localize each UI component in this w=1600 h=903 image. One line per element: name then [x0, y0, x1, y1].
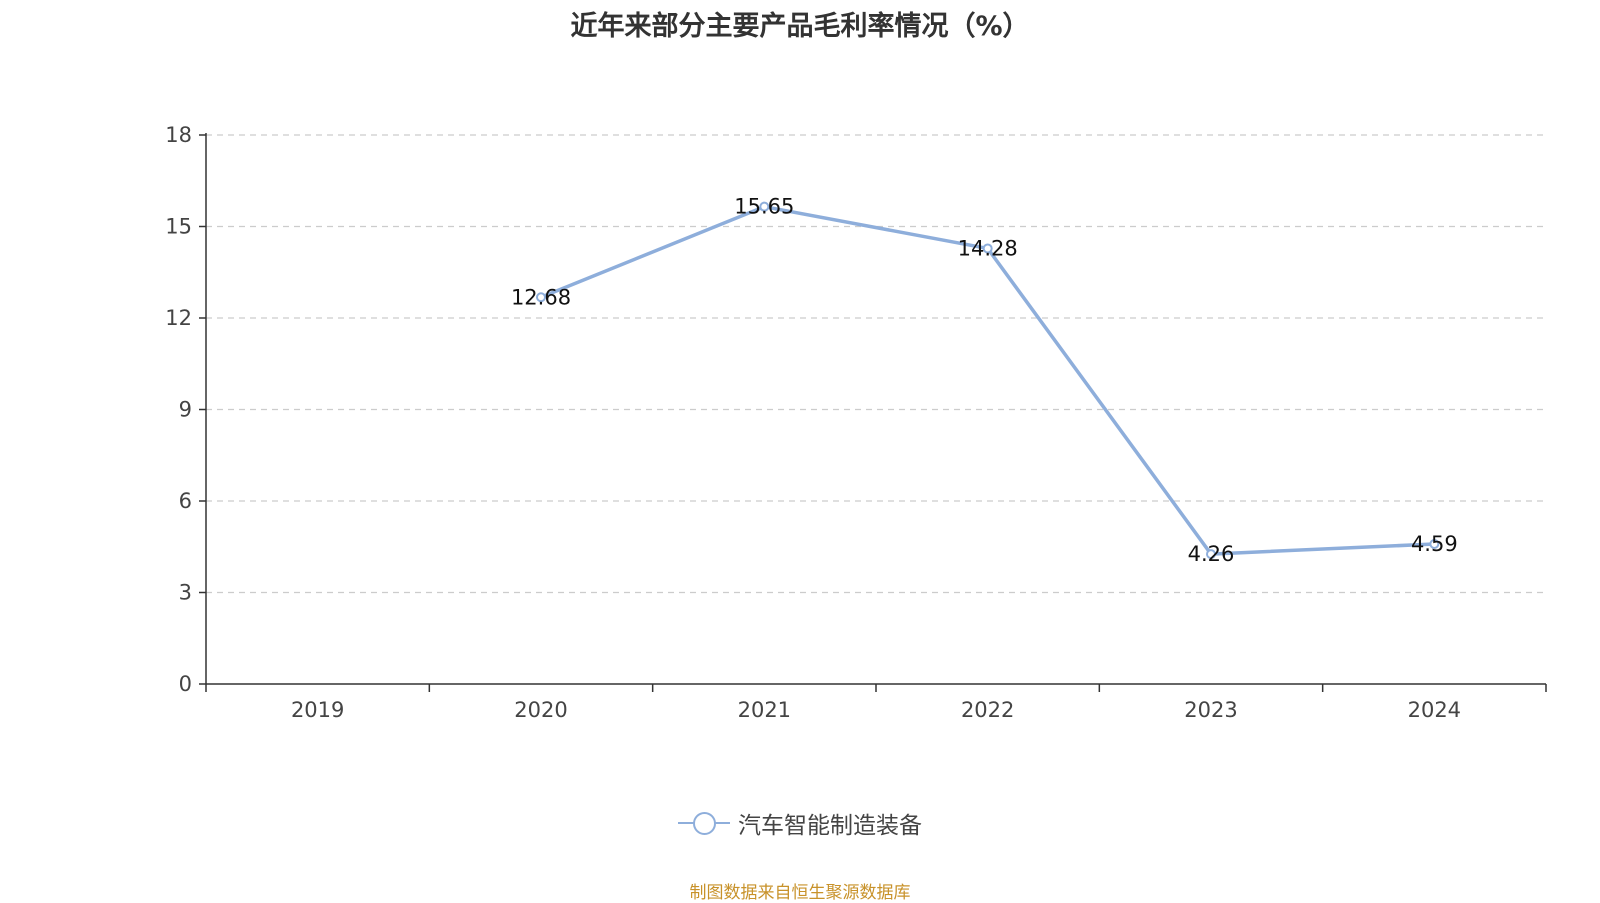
data-point[interactable]	[1429, 539, 1440, 550]
data-label: 4.26	[1188, 542, 1235, 566]
data-label: 4.59	[1411, 532, 1458, 556]
y-tick-label: 18	[165, 123, 192, 147]
x-tick-label: 2024	[1408, 698, 1461, 722]
source-note: 制图数据来自恒生聚源数据库	[689, 883, 911, 903]
data-point[interactable]	[982, 243, 993, 254]
y-tick-label: 6	[179, 489, 192, 513]
y-tick-label: 9	[179, 398, 192, 422]
data-point[interactable]	[1206, 549, 1216, 560]
y-axis-ticks: 0 3 6 9 12 15 18	[165, 123, 206, 696]
y-tick-label: 0	[179, 672, 192, 696]
data-label: 15.65	[734, 195, 794, 219]
x-tick-label: 2023	[1184, 698, 1237, 722]
series-layer	[536, 201, 1440, 560]
x-tick-label: 2020	[514, 698, 567, 722]
y-tick-label: 15	[165, 215, 192, 239]
data-label: 12.68	[511, 285, 571, 309]
x-tick-label: 2022	[961, 698, 1014, 722]
x-axis-ticks: 2019 2020 2021 2022 2023 2024	[205, 684, 1547, 722]
chart-title: 近年来部分主要产品毛利率情况（%）	[570, 11, 1030, 42]
x-tick-label: 2019	[291, 698, 344, 722]
y-tick-label: 12	[165, 306, 192, 330]
data-label: 14.28	[958, 236, 1018, 260]
data-labels: 12.68 15.65 14.28 4.26 4.59	[511, 195, 1458, 566]
legend-marker-icon	[678, 810, 730, 836]
y-tick-label: 3	[179, 581, 192, 605]
x-tick-label: 2021	[738, 698, 791, 722]
legend[interactable]: 汽车智能制造装备	[0, 806, 1600, 840]
grid-lines	[206, 134, 1546, 594]
data-point[interactable]	[759, 201, 770, 212]
data-point[interactable]	[536, 292, 546, 303]
legend-label: 汽车智能制造装备	[738, 813, 922, 839]
